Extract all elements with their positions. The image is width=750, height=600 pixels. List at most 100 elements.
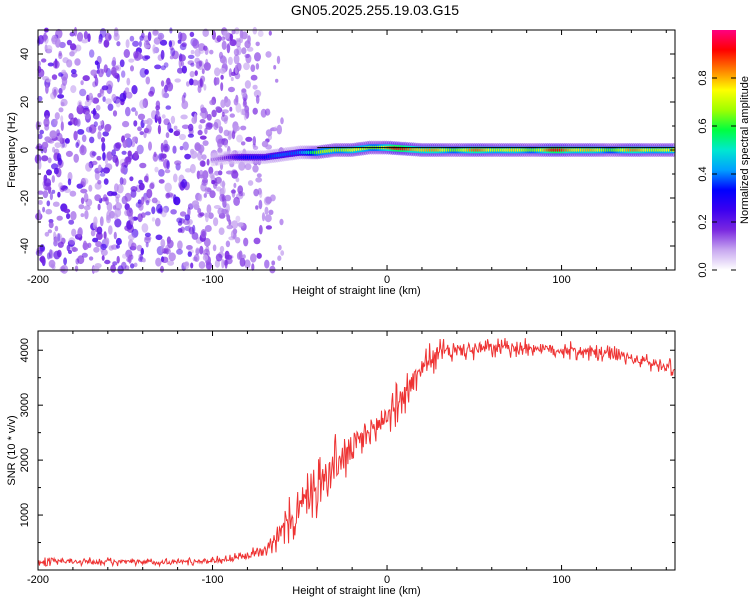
spectrogram-cell bbox=[250, 74, 258, 81]
spectrogram-cell bbox=[78, 101, 82, 110]
spectrogram-cell bbox=[139, 131, 144, 136]
spectrogram-cell bbox=[45, 84, 49, 94]
spectrogram-cell bbox=[116, 255, 120, 264]
spectrogram-cell bbox=[84, 110, 91, 120]
spectrogram-cell bbox=[244, 53, 250, 59]
spectrogram-cell bbox=[138, 40, 142, 48]
spectrogram-cell bbox=[92, 265, 100, 273]
spectrogram-cell bbox=[226, 224, 233, 230]
spectrogram-cell bbox=[224, 250, 230, 260]
spectrogram-cell bbox=[257, 187, 262, 195]
spectrogram-cell bbox=[256, 252, 262, 259]
spectrogram-cell bbox=[229, 33, 234, 41]
spectrogram-cell bbox=[242, 100, 248, 108]
spectrogram-cell bbox=[58, 107, 64, 113]
spectrogram-cells bbox=[34, 26, 676, 275]
spectrogram-cell bbox=[121, 261, 127, 270]
spectrogram-cell bbox=[66, 244, 71, 252]
spectrogram-cell bbox=[52, 201, 60, 207]
spectrogram-cell bbox=[60, 115, 64, 123]
spectrogram-cell bbox=[126, 91, 133, 99]
spectrogram-cell bbox=[136, 244, 143, 252]
x-tick-label: 100 bbox=[552, 274, 570, 286]
x-tick-label: 0 bbox=[384, 274, 390, 286]
spectrogram-cell bbox=[73, 153, 79, 163]
spectrogram-cell bbox=[235, 37, 241, 42]
spectrogram-cell bbox=[216, 77, 220, 85]
spectrogram-cell bbox=[121, 70, 126, 78]
spectrogram-cell bbox=[44, 124, 50, 131]
spectrogram-cell bbox=[223, 129, 230, 137]
spectrogram-cell bbox=[100, 137, 106, 143]
spectrogram-cell bbox=[265, 225, 272, 230]
spectrogram-cell bbox=[251, 263, 255, 271]
spectrogram-cell bbox=[110, 66, 117, 77]
spectrogram-cell bbox=[157, 124, 161, 135]
spectrogram-cell bbox=[60, 264, 69, 274]
spectrogram-cell bbox=[132, 136, 138, 142]
spectrogram-cell bbox=[160, 239, 166, 248]
spectrogram-cell bbox=[215, 106, 221, 111]
spectrogram-cell bbox=[90, 96, 94, 103]
spectrogram-cell bbox=[253, 89, 262, 98]
spectrogram-cell bbox=[113, 27, 119, 37]
y-tick-label: 2000 bbox=[19, 448, 31, 472]
spectrogram-cell bbox=[104, 259, 111, 265]
spectrogram-cell bbox=[67, 239, 75, 247]
spectrogram-cell bbox=[140, 212, 146, 218]
spectrogram-cell bbox=[79, 145, 87, 156]
colorbar-tick-label: 0.2 bbox=[697, 214, 709, 229]
spectrogram-cell bbox=[83, 30, 88, 40]
spectrogram-cell bbox=[116, 183, 124, 194]
spectrogram-cell bbox=[45, 78, 52, 83]
spectrogram-cell bbox=[103, 39, 110, 48]
spectrogram-cell bbox=[85, 126, 93, 133]
spectrogram-cell bbox=[111, 93, 117, 102]
spectrogram-cell bbox=[276, 124, 282, 135]
spectrogram-cell bbox=[77, 228, 82, 238]
spectrogram-cell bbox=[211, 180, 216, 185]
spectrogram-cell bbox=[203, 83, 207, 91]
spectrogram-cell bbox=[168, 252, 176, 262]
spectrogram-cell bbox=[197, 129, 203, 136]
spectrogram-cell bbox=[37, 160, 42, 170]
spectrogram-cell bbox=[252, 164, 259, 173]
spectrogram-cell bbox=[231, 130, 236, 140]
spectrogram-cell bbox=[71, 69, 77, 74]
spectrogram-cell bbox=[145, 124, 152, 133]
spectrogram-cell bbox=[206, 113, 212, 121]
spectrogram-cell bbox=[252, 107, 258, 115]
spectrogram-cell bbox=[145, 211, 151, 216]
spectrogram-cell bbox=[219, 193, 226, 202]
spectrogram-cell bbox=[130, 263, 135, 269]
spectrogram-cell bbox=[228, 86, 235, 93]
spectrogram-cell bbox=[252, 26, 258, 35]
spectrogram-cell bbox=[112, 110, 118, 117]
spectrogram-cell bbox=[93, 121, 98, 127]
x-tick-label: 0 bbox=[384, 574, 390, 586]
spectrogram-cell bbox=[153, 37, 161, 45]
spectrogram-cell bbox=[142, 98, 149, 109]
spectrogram-cell bbox=[160, 142, 164, 153]
spectrogram-cell bbox=[145, 199, 150, 206]
spectrogram-cell bbox=[90, 69, 97, 76]
spectrogram-cell bbox=[141, 32, 145, 39]
spectrogram-cell bbox=[77, 100, 83, 108]
spectrogram-cell bbox=[241, 31, 248, 40]
spectrogram-cell bbox=[235, 102, 242, 113]
spectrogram-cell bbox=[252, 136, 256, 146]
spectrogram-cell bbox=[169, 46, 174, 51]
spectrogram-cell bbox=[225, 170, 233, 175]
spectrogram-cell bbox=[36, 143, 43, 150]
spectrogram-cell bbox=[187, 133, 194, 138]
spectrogram-cell bbox=[103, 194, 108, 202]
spectrogram-cell bbox=[39, 244, 45, 252]
spectrogram-cell bbox=[233, 54, 240, 65]
spectrogram-cell bbox=[277, 244, 282, 251]
spectrogram-cell bbox=[74, 265, 79, 272]
spectrogram-cell bbox=[265, 51, 272, 58]
spectrogram-cell bbox=[152, 29, 159, 36]
spectrogram-cell bbox=[253, 237, 261, 245]
spectrogram-cell bbox=[43, 32, 47, 42]
